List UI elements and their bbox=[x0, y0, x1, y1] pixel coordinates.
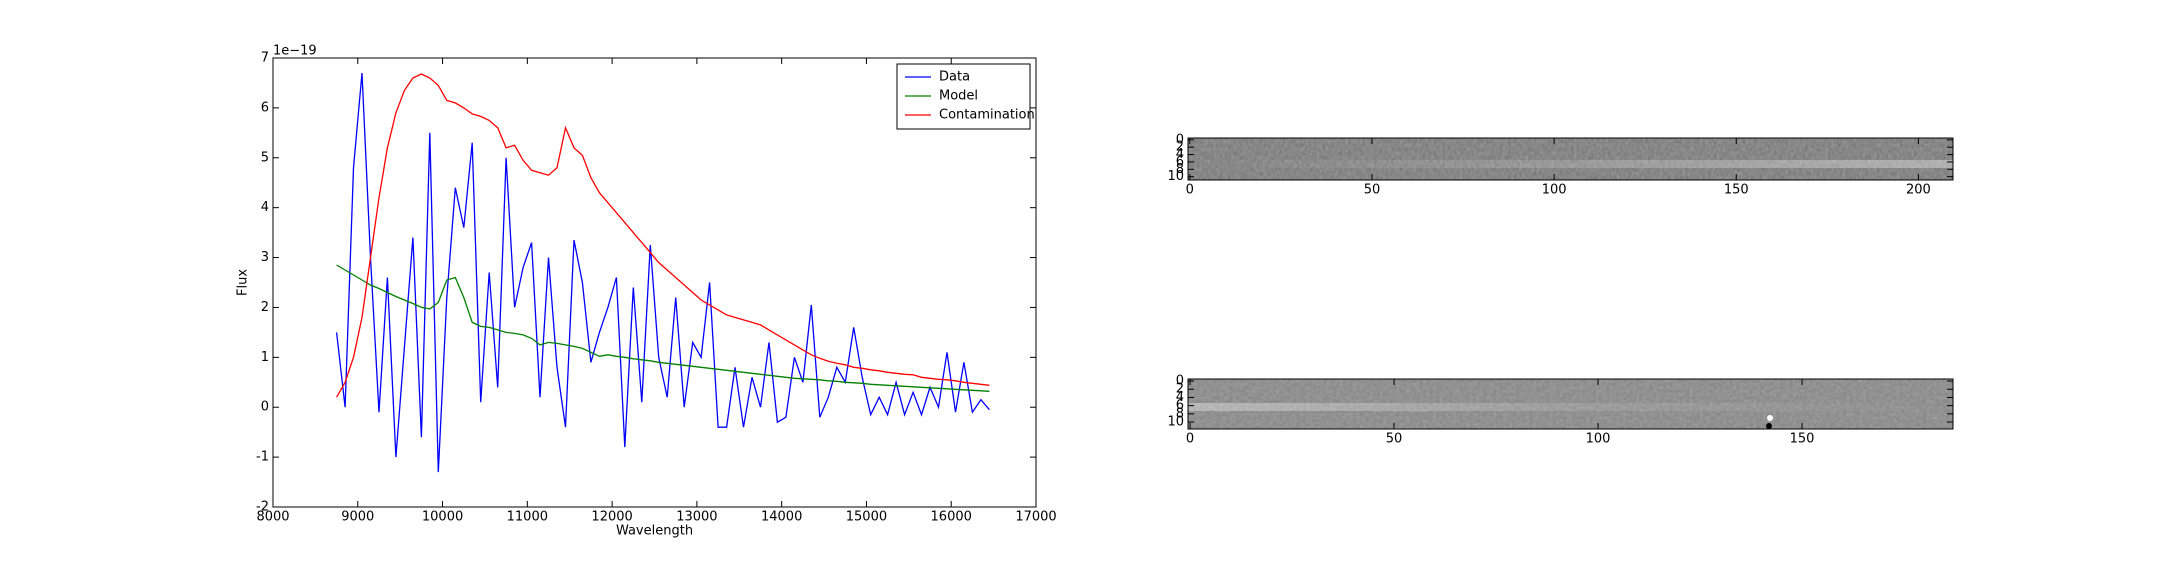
y-tick-label: 4 bbox=[1176, 147, 1184, 162]
y-tick-label: 4 bbox=[1176, 390, 1184, 405]
y-tick-label: -2 bbox=[256, 500, 269, 515]
x-tick-label: 50 bbox=[1364, 183, 1381, 198]
x-tick-label: 0 bbox=[1186, 183, 1194, 198]
image-spot bbox=[1766, 423, 1772, 429]
y-tick-label: 6 bbox=[1176, 154, 1184, 169]
x-axis-label: Wavelength bbox=[616, 524, 693, 539]
x-tick-label: 150 bbox=[1724, 183, 1749, 198]
y-tick-label: 1 bbox=[261, 350, 269, 365]
x-tick-label: 11000 bbox=[507, 510, 548, 525]
axes-frame bbox=[1187, 378, 1954, 430]
y-tick-label: 3 bbox=[261, 250, 269, 265]
image-spot bbox=[1767, 415, 1773, 421]
y-tick-label: -1 bbox=[256, 450, 269, 465]
x-tick-label: 16000 bbox=[931, 510, 972, 525]
y-tick-label: 0 bbox=[1176, 132, 1184, 147]
y-tick-label: 4 bbox=[261, 200, 269, 215]
image bbox=[1188, 138, 1953, 180]
y-tick-label: 6 bbox=[261, 100, 269, 115]
y-tick-label: 0 bbox=[261, 400, 269, 415]
y-tick-label: 8 bbox=[1176, 406, 1184, 421]
y-tick-label: 6 bbox=[1176, 398, 1184, 413]
legend-label: Data bbox=[939, 70, 970, 85]
image-stripe bbox=[1188, 160, 1953, 168]
series-line bbox=[335, 72, 990, 473]
y-axis-label: Flux bbox=[236, 269, 251, 296]
y-tick-label: 2 bbox=[261, 300, 269, 315]
x-tick-label: 17000 bbox=[1015, 510, 1056, 525]
image-panel bbox=[1188, 379, 1953, 429]
x-tick-label: 9000 bbox=[341, 510, 374, 525]
x-tick-label: 8000 bbox=[256, 510, 289, 525]
x-tick-label: 100 bbox=[1586, 432, 1611, 447]
series-line bbox=[336, 264, 990, 392]
y-tick-label: 5 bbox=[261, 150, 269, 165]
y-tick-label: 10 bbox=[1167, 169, 1184, 184]
x-tick-label: 200 bbox=[1906, 183, 1931, 198]
x-tick-label: 10000 bbox=[422, 510, 463, 525]
y-tick-label: 2 bbox=[1176, 140, 1184, 155]
legend-label: Contamination bbox=[939, 108, 1035, 123]
y-tick-label: 8 bbox=[1176, 162, 1184, 177]
x-tick-label: 15000 bbox=[846, 510, 887, 525]
axes-frame bbox=[1187, 137, 1954, 181]
y-tick-label: 2 bbox=[1176, 382, 1184, 397]
series-line bbox=[336, 73, 990, 398]
image-stripe bbox=[1188, 403, 1953, 411]
x-tick-label: 12000 bbox=[591, 510, 632, 525]
x-tick-label: 13000 bbox=[676, 510, 717, 525]
legend-label: Model bbox=[939, 89, 978, 104]
x-tick-label: 14000 bbox=[761, 510, 802, 525]
x-tick-label: 50 bbox=[1386, 432, 1403, 447]
image-panel bbox=[1188, 138, 1953, 180]
y-tick-label: 7 bbox=[261, 51, 269, 66]
y-offset-label: 1e−19 bbox=[273, 44, 317, 59]
x-tick-label: 150 bbox=[1790, 432, 1815, 447]
axes-frame bbox=[272, 57, 1037, 508]
x-tick-label: 0 bbox=[1186, 432, 1194, 447]
y-tick-label: 0 bbox=[1176, 374, 1184, 389]
x-tick-label: 100 bbox=[1542, 183, 1567, 198]
y-tick-label: 10 bbox=[1167, 415, 1184, 430]
